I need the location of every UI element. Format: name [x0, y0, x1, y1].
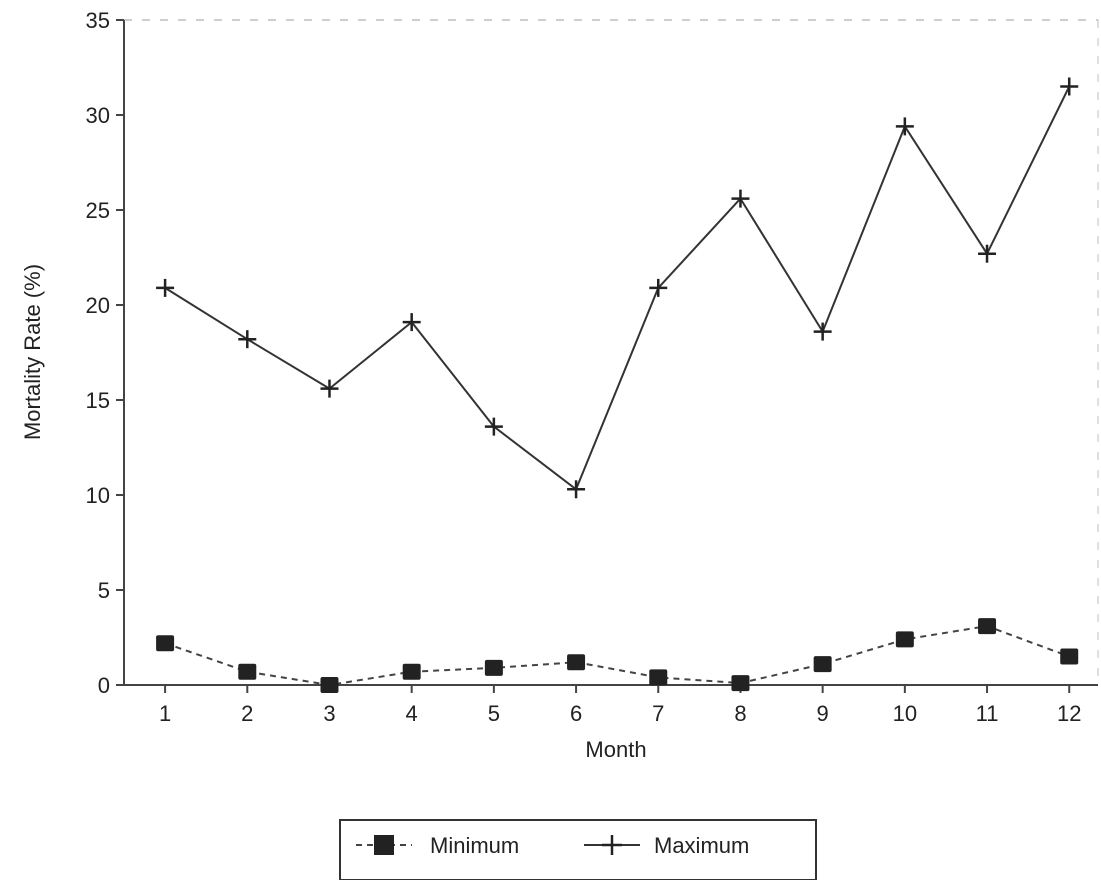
y-tick-label-0: 0: [98, 673, 110, 698]
data-point-maximum-month-3: [320, 379, 339, 398]
data-point-maximum-month-8: [731, 189, 750, 208]
chart-legend: Minimum Maximum: [339, 819, 817, 880]
plot-frame: [123, 19, 1099, 686]
data-point-minimum-month-6: [567, 654, 586, 671]
data-point-maximum-month-1: [156, 278, 175, 297]
data-point-maximum-month-4: [402, 313, 421, 332]
data-point-minimum-month-3: [320, 677, 339, 693]
data-point-maximum-month-6: [567, 480, 586, 499]
data-point-minimum-month-8: [731, 675, 750, 692]
x-tick-label-3: 3: [323, 701, 335, 726]
data-point-minimum-month-11: [978, 618, 997, 635]
x-tick-label-5: 5: [488, 701, 500, 726]
x-tick-label-6: 6: [570, 701, 582, 726]
y-axis-ticks: 0 5 10 15 20 25 30 35: [86, 8, 124, 698]
x-axis-title: Month: [585, 737, 646, 762]
legend-maximum-label: Maximum: [654, 833, 749, 858]
y-tick-label-15: 15: [86, 388, 110, 413]
data-point-maximum-month-7: [649, 278, 668, 297]
data-point-maximum-month-10: [895, 117, 914, 136]
x-tick-label-12: 12: [1057, 701, 1081, 726]
data-point-maximum-month-11: [978, 244, 997, 263]
data-point-maximum-month-9: [813, 322, 832, 341]
series-line-minimum: [164, 625, 1070, 686]
legend-minimum-marker: [374, 835, 394, 855]
x-tick-label-2: 2: [241, 701, 253, 726]
x-tick-label-11: 11: [976, 701, 999, 726]
y-tick-label-10: 10: [86, 483, 110, 508]
data-point-minimum-month-2: [238, 663, 257, 680]
x-tick-label-9: 9: [817, 701, 829, 726]
legend-maximum-marker: [602, 835, 622, 855]
data-point-minimum-month-5: [484, 659, 503, 676]
y-tick-label-30: 30: [86, 103, 110, 128]
legend-minimum-label: Minimum: [430, 833, 519, 858]
x-tick-label-4: 4: [406, 701, 418, 726]
data-point-minimum-month-4: [402, 663, 421, 680]
data-point-minimum-month-7: [649, 669, 668, 686]
data-point-minimum-month-12: [1060, 648, 1079, 665]
y-tick-label-25: 25: [86, 198, 110, 223]
series-layer: [156, 77, 1079, 693]
data-point-maximum-month-2: [238, 330, 257, 349]
data-point-minimum-month-9: [813, 656, 832, 673]
x-tick-label-10: 10: [893, 701, 917, 726]
data-point-maximum-month-12: [1060, 77, 1079, 96]
y-tick-label-35: 35: [86, 8, 110, 33]
data-point-maximum-month-5: [484, 417, 503, 436]
series-line-maximum: [164, 86, 1071, 491]
y-tick-label-5: 5: [98, 578, 110, 603]
x-tick-label-1: 1: [159, 701, 171, 726]
x-tick-label-8: 8: [734, 701, 746, 726]
y-axis-title: Mortality Rate (%): [20, 264, 45, 440]
x-tick-label-7: 7: [652, 701, 664, 726]
legend-box: [339, 819, 817, 880]
x-axis-ticks: 1 2 3 4 5 6 7 8 9 10 11 12: [159, 685, 1081, 726]
y-tick-label-20: 20: [86, 293, 110, 318]
data-point-minimum-month-10: [895, 631, 914, 648]
data-point-minimum-month-1: [156, 635, 175, 652]
